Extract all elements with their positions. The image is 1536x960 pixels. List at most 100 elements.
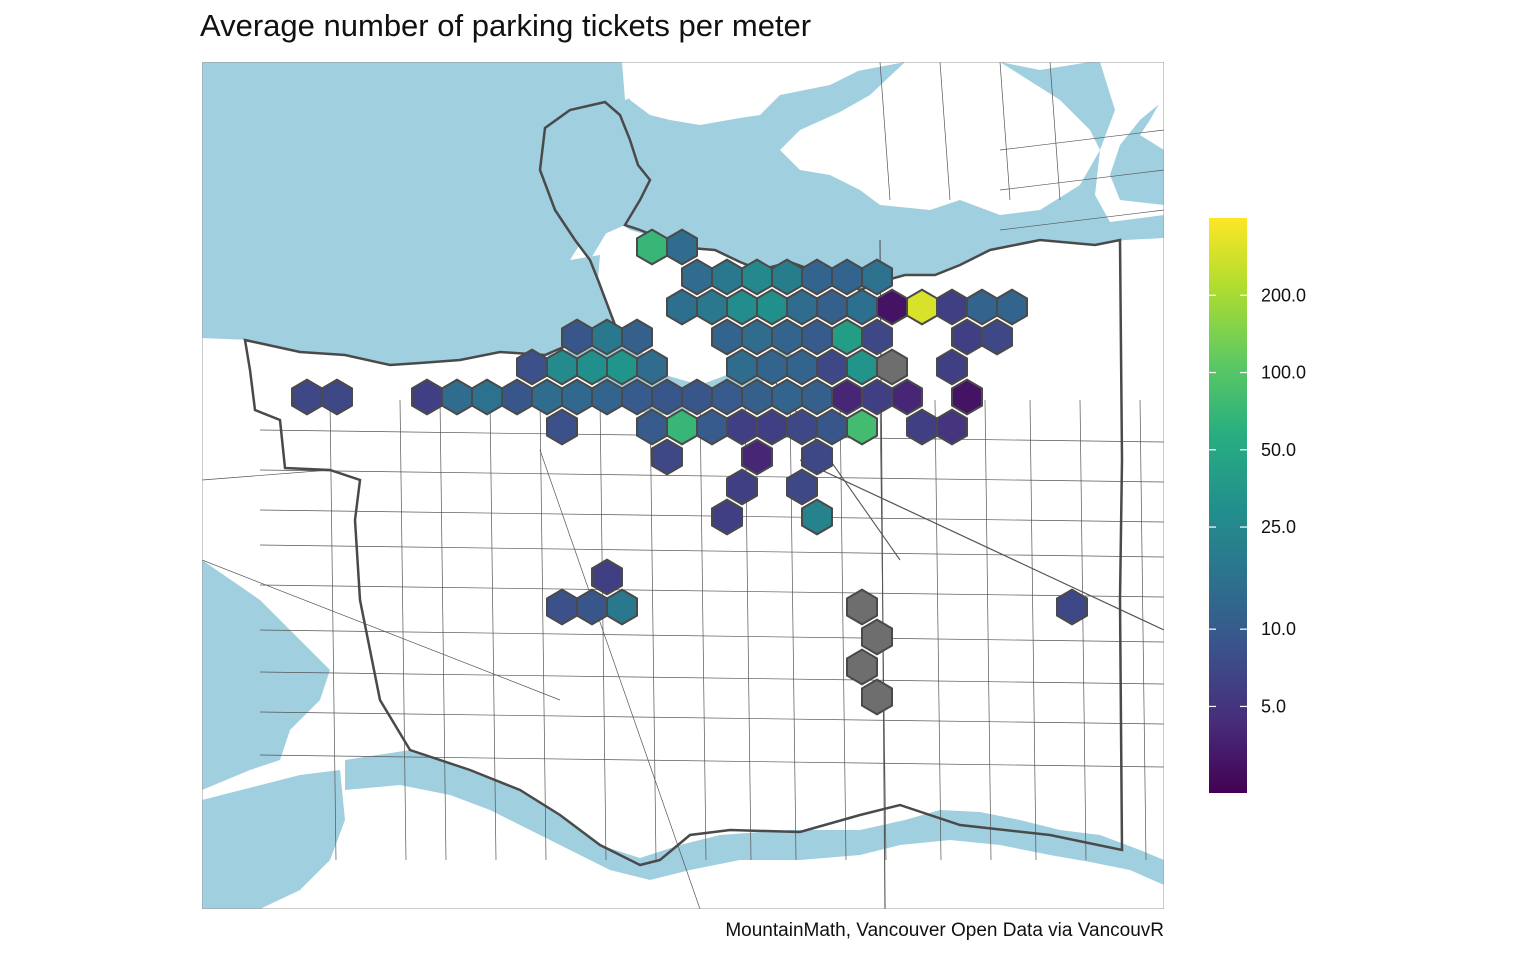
hex-cell <box>711 498 743 536</box>
hex-cell <box>801 378 833 416</box>
hex-cell <box>816 348 848 386</box>
map-panel <box>202 62 1164 909</box>
road <box>1139 399 1147 861</box>
road <box>799 459 1164 631</box>
road <box>539 399 547 861</box>
hex-cell <box>666 408 698 446</box>
hex-cell <box>846 588 878 626</box>
city-boundary <box>243 100 1124 867</box>
road <box>259 469 1164 483</box>
hex-cell <box>726 348 758 386</box>
hex-cell <box>471 378 503 416</box>
road <box>539 449 701 909</box>
hex-cell <box>681 378 713 416</box>
legend-tick-label: 10.0 <box>1261 619 1296 639</box>
hex-cell <box>801 318 833 356</box>
hex-cell <box>576 588 608 626</box>
hex-cell <box>861 318 893 356</box>
hex-cell <box>321 378 353 416</box>
road <box>999 209 1164 231</box>
hex-cell <box>786 348 818 386</box>
hex-cell <box>891 378 923 416</box>
hex-cell <box>906 408 938 446</box>
hex-cell <box>771 378 803 416</box>
hex-cell <box>666 228 698 266</box>
hex-cell <box>756 348 788 386</box>
legend-tick-label: 50.0 <box>1261 440 1296 460</box>
hex-cell <box>876 348 908 386</box>
legend-tick-label: 25.0 <box>1261 517 1296 537</box>
road <box>202 559 561 701</box>
hex-cell <box>861 258 893 296</box>
hex-cell <box>696 408 728 446</box>
road <box>999 169 1164 191</box>
hex-cell <box>786 408 818 446</box>
hex-cell <box>726 408 758 446</box>
hex-cell <box>726 468 758 506</box>
hex-cell <box>846 348 878 386</box>
hex-cell <box>546 588 578 626</box>
map-title: Average number of parking tickets per me… <box>200 8 812 43</box>
road <box>259 544 1164 558</box>
hex-cell <box>996 288 1028 326</box>
road <box>649 399 657 861</box>
hex-cell <box>816 408 848 446</box>
legend-ticks: 5.0 10.0 25.0 50.0 100.0 200.0 <box>1209 285 1306 716</box>
hex-cell <box>801 438 833 476</box>
hex-cell <box>561 378 593 416</box>
hex-cell <box>771 318 803 356</box>
road <box>399 399 407 861</box>
road <box>984 399 992 861</box>
legend-tick-label: 5.0 <box>1261 696 1286 716</box>
road <box>259 629 1164 643</box>
hex-cell <box>636 408 668 446</box>
hex-cell <box>861 678 893 716</box>
hex-cell <box>801 498 833 536</box>
hex-cell <box>681 258 713 296</box>
road <box>259 584 1164 598</box>
hex-cell <box>846 288 878 326</box>
map-caption: MountainMath, Vancouver Open Data via Va… <box>725 920 1164 941</box>
hex-cell <box>861 378 893 416</box>
hex-cell <box>831 258 863 296</box>
road <box>489 399 497 861</box>
hex-cell <box>816 288 848 326</box>
road-network <box>202 62 1164 909</box>
road <box>1029 399 1037 861</box>
hex-cell <box>981 318 1013 356</box>
hex-cell <box>531 378 563 416</box>
hex-cell <box>591 558 623 596</box>
hex-cell <box>936 408 968 446</box>
road <box>202 469 331 481</box>
hex-cell <box>786 468 818 506</box>
road <box>439 399 447 861</box>
hex-cell <box>711 318 743 356</box>
road <box>939 62 951 201</box>
hex-cell <box>501 378 533 416</box>
hex-cell <box>621 318 653 356</box>
land-north-shore <box>622 62 905 125</box>
road <box>999 129 1164 151</box>
hex-cell <box>666 288 698 326</box>
color-legend: 5.0 10.0 25.0 50.0 100.0 200.0 <box>1209 218 1306 793</box>
hex-cell <box>606 348 638 386</box>
hex-cell <box>906 288 938 326</box>
hex-cell <box>786 288 818 326</box>
hex-cell <box>741 378 773 416</box>
hex-cell <box>876 288 908 326</box>
road <box>699 399 707 861</box>
water-sea-island <box>202 770 345 909</box>
road <box>1049 62 1061 201</box>
hex-cell <box>711 258 743 296</box>
hex-cell <box>951 378 983 416</box>
road <box>259 711 1164 725</box>
hex-cell <box>606 588 638 626</box>
road <box>934 399 942 861</box>
legend-tick-label: 200.0 <box>1261 285 1306 305</box>
hex-cell <box>741 318 773 356</box>
hex-cell <box>936 288 968 326</box>
hex-cell <box>576 348 608 386</box>
hex-cell <box>831 378 863 416</box>
hex-cell <box>546 348 578 386</box>
